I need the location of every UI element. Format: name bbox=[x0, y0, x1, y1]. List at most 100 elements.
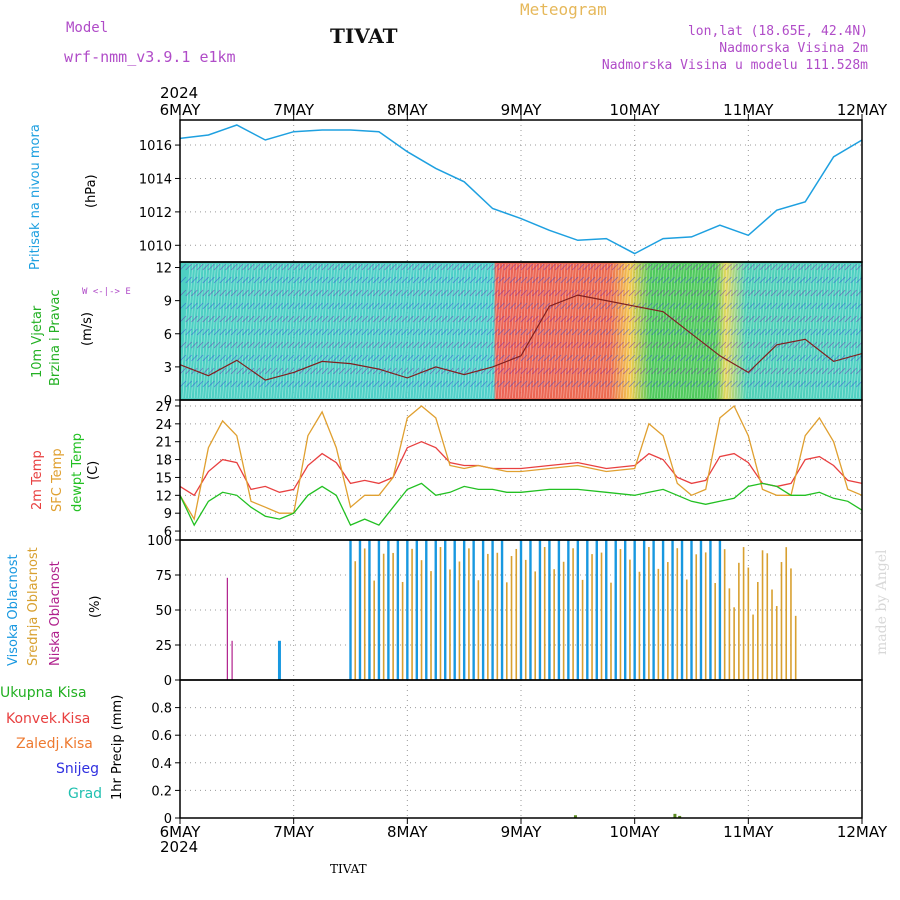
wind-barb bbox=[222, 263, 233, 399]
wind-barb bbox=[549, 263, 556, 271]
wind-barb bbox=[708, 354, 715, 362]
wind-barb bbox=[600, 263, 607, 271]
wind-barb bbox=[566, 354, 573, 362]
wind-barb bbox=[335, 263, 347, 399]
wind-barb bbox=[503, 328, 511, 336]
wind-barb bbox=[605, 367, 613, 375]
y-tick-label: 0.4 bbox=[151, 757, 172, 772]
wind-barb bbox=[770, 380, 778, 388]
wind-barb bbox=[390, 328, 397, 336]
y-tick-label: 25 bbox=[155, 639, 172, 654]
wind-barb bbox=[424, 315, 431, 323]
wind-barb bbox=[299, 276, 306, 284]
wind-barb bbox=[492, 276, 499, 284]
wind-barb bbox=[270, 315, 278, 323]
high-cloud-bar bbox=[387, 540, 390, 680]
wind-barb bbox=[441, 315, 448, 323]
wind-barb bbox=[426, 263, 438, 399]
mid-cloud-bar bbox=[581, 579, 584, 680]
wind-barb bbox=[378, 263, 386, 271]
wind-barb bbox=[486, 354, 494, 362]
wind-barb bbox=[526, 276, 533, 284]
wind-barb bbox=[503, 263, 515, 399]
wind-barb bbox=[384, 263, 391, 271]
wind-barb bbox=[819, 263, 830, 399]
wind-barb bbox=[753, 263, 765, 399]
wind-barb bbox=[219, 380, 227, 388]
wind-barb bbox=[350, 380, 357, 388]
wind-barb bbox=[202, 315, 210, 323]
wind-barb bbox=[259, 341, 266, 349]
wind-barb bbox=[571, 315, 579, 323]
wind-barb bbox=[597, 263, 609, 399]
high-cloud-bar bbox=[576, 540, 580, 680]
wind-barb bbox=[520, 276, 528, 284]
mid-cloud-bar bbox=[420, 560, 423, 680]
wind-barb bbox=[517, 263, 529, 399]
wind-barb bbox=[725, 380, 732, 388]
wind-barb bbox=[787, 276, 795, 284]
wind-barb bbox=[657, 341, 664, 349]
wind-barb bbox=[441, 263, 452, 399]
wind-barb bbox=[236, 380, 244, 388]
wind-barb bbox=[623, 315, 630, 323]
wind-barb bbox=[492, 341, 499, 349]
wind-barb bbox=[674, 302, 681, 310]
wind-barb bbox=[554, 289, 562, 297]
wind-barb bbox=[671, 263, 682, 399]
wind-barb bbox=[429, 367, 437, 375]
wind-barb bbox=[731, 341, 738, 349]
wind-barb bbox=[185, 289, 192, 297]
wind-barb bbox=[395, 380, 403, 388]
mid-cloud-bar bbox=[411, 548, 413, 680]
wind-barb bbox=[225, 328, 232, 336]
mid-cloud-bar bbox=[477, 580, 480, 680]
wind-barb bbox=[733, 263, 745, 399]
wind-barb bbox=[196, 328, 204, 336]
wind-barb bbox=[401, 341, 408, 349]
wind-barb bbox=[674, 289, 681, 297]
wind-barb bbox=[350, 367, 357, 375]
mid-cloud-bar bbox=[363, 548, 366, 680]
wind-barb bbox=[333, 341, 340, 349]
wind-barb bbox=[225, 302, 232, 310]
wind-barb bbox=[375, 263, 387, 399]
wind-barb bbox=[779, 263, 790, 399]
wind-barb bbox=[753, 354, 761, 362]
wind-barb bbox=[282, 315, 289, 323]
wind-barb bbox=[719, 276, 727, 284]
wind-barb bbox=[384, 380, 391, 388]
wind-barb bbox=[645, 341, 653, 349]
wind-barb bbox=[458, 341, 465, 349]
wind-barb bbox=[549, 367, 556, 375]
wind-barb bbox=[387, 263, 398, 399]
x-tick-label: 10MAY bbox=[610, 823, 661, 841]
wind-barb bbox=[327, 315, 335, 323]
wind-barb bbox=[196, 315, 204, 323]
wind-barb bbox=[691, 263, 702, 399]
wind-barb bbox=[588, 315, 596, 323]
wind-barb bbox=[628, 328, 636, 336]
wind-barb bbox=[532, 367, 539, 375]
wind-barb bbox=[350, 263, 357, 271]
wind-barb bbox=[594, 380, 602, 388]
wind-barb bbox=[372, 263, 380, 271]
wind-barb bbox=[662, 302, 670, 310]
wind-barb bbox=[651, 263, 658, 271]
wind-barb bbox=[316, 263, 327, 399]
wind-barb bbox=[384, 315, 391, 323]
wind-barb bbox=[543, 367, 551, 375]
wind-barb bbox=[367, 328, 374, 336]
wind-barb bbox=[549, 315, 556, 323]
wind-barb bbox=[452, 367, 460, 375]
wind-barb bbox=[191, 367, 198, 375]
wind-barb bbox=[844, 380, 852, 388]
wind-barb bbox=[679, 315, 687, 323]
wind-barb bbox=[861, 263, 873, 399]
wind-barb bbox=[202, 263, 210, 271]
mid-cloud-bar bbox=[780, 562, 783, 680]
wind-barb bbox=[179, 289, 187, 297]
wind-barb bbox=[793, 380, 801, 388]
wind-barb bbox=[793, 341, 801, 349]
wind-barb bbox=[480, 354, 488, 362]
